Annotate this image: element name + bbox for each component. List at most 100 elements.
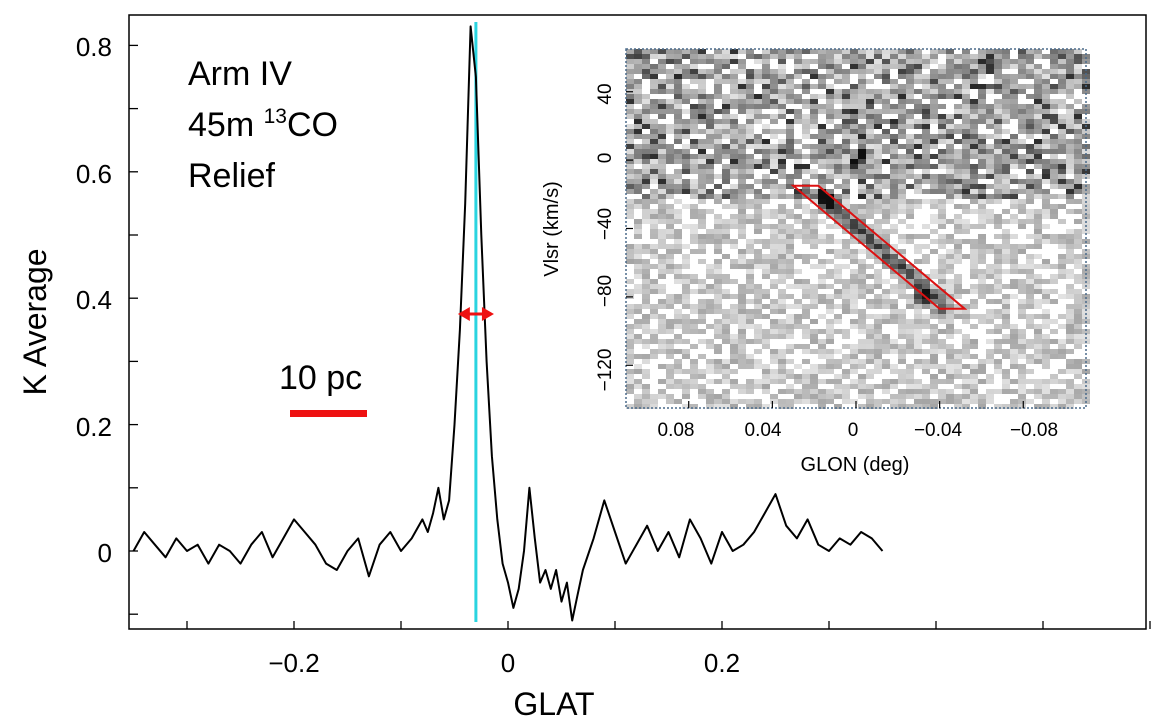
- heatmap-cell: [826, 239, 834, 244]
- heatmap-cell: [986, 134, 994, 139]
- heatmap-cell: [1010, 399, 1018, 404]
- heatmap-cell: [674, 149, 682, 154]
- heatmap-cell: [882, 204, 890, 209]
- heatmap-cell: [866, 389, 874, 394]
- heatmap-cell: [834, 364, 842, 369]
- heatmap-cell: [1018, 304, 1026, 309]
- heatmap-cell: [978, 164, 986, 169]
- heatmap-cell: [898, 134, 906, 139]
- heatmap-cell: [714, 324, 722, 329]
- heatmap-cell: [682, 204, 690, 209]
- heatmap-cell: [786, 229, 794, 234]
- heatmap-cell: [954, 289, 962, 294]
- heatmap-cell: [962, 179, 970, 184]
- heatmap-cell: [842, 209, 850, 214]
- heatmap-cell: [866, 154, 874, 159]
- heatmap-cell: [978, 174, 986, 179]
- heatmap-cell: [778, 169, 786, 174]
- y-tick-label: 0: [98, 538, 112, 568]
- heatmap-cell: [634, 64, 642, 69]
- heatmap-cell: [954, 154, 962, 159]
- heatmap-cell: [690, 159, 698, 164]
- heatmap-cell: [674, 214, 682, 219]
- heatmap-cell: [1058, 49, 1066, 54]
- heatmap-cell: [730, 184, 738, 189]
- heatmap-cell: [954, 149, 962, 154]
- heatmap-cell: [1034, 209, 1042, 214]
- heatmap-cell: [866, 209, 874, 214]
- heatmap-cell: [1082, 369, 1090, 374]
- heatmap-cell: [1074, 189, 1082, 194]
- heatmap-cell: [634, 119, 642, 124]
- heatmap-cell: [778, 184, 786, 189]
- heatmap-cell: [978, 284, 986, 289]
- heatmap-cell: [722, 219, 730, 224]
- heatmap-cell: [714, 144, 722, 149]
- heatmap-cell: [738, 354, 746, 359]
- heatmap-cell: [1034, 349, 1042, 354]
- heatmap-cell: [946, 284, 954, 289]
- heatmap-cell: [802, 394, 810, 399]
- heatmap-cell: [770, 144, 778, 149]
- heatmap-cell: [730, 144, 738, 149]
- heatmap-cell: [1074, 234, 1082, 239]
- heatmap-cell: [906, 369, 914, 374]
- heatmap-cell: [1050, 394, 1058, 399]
- heatmap-cell: [626, 309, 634, 314]
- heatmap-cell: [746, 154, 754, 159]
- heatmap-cell: [1058, 139, 1066, 144]
- heatmap-cell: [690, 214, 698, 219]
- heatmap-cell: [986, 59, 994, 64]
- heatmap-cell: [978, 139, 986, 144]
- heatmap-cell: [954, 309, 962, 314]
- heatmap-cell: [906, 174, 914, 179]
- heatmap-cell: [866, 404, 874, 409]
- heatmap-cell: [994, 194, 1002, 199]
- heatmap-cell: [1018, 349, 1026, 354]
- heatmap-cell: [938, 339, 946, 344]
- heatmap-cell: [754, 404, 762, 409]
- heatmap-cell: [922, 59, 930, 64]
- heatmap-cell: [906, 49, 914, 54]
- heatmap-cell: [1010, 204, 1018, 209]
- heatmap-cell: [810, 364, 818, 369]
- heatmap-cell: [1058, 119, 1066, 124]
- heatmap-cell: [970, 189, 978, 194]
- heatmap-cell: [1050, 374, 1058, 379]
- heatmap-cell: [1074, 179, 1082, 184]
- heatmap-cell: [1042, 54, 1050, 59]
- heatmap-cell: [802, 104, 810, 109]
- heatmap-cell: [706, 169, 714, 174]
- heatmap-cell: [650, 229, 658, 234]
- heatmap-cell: [690, 249, 698, 254]
- heatmap-cell: [962, 364, 970, 369]
- fwhm-arrow-head-left: [457, 307, 470, 321]
- heatmap-cell: [706, 174, 714, 179]
- heatmap-cell: [826, 69, 834, 74]
- heatmap-cell: [850, 289, 858, 294]
- heatmap-cell: [818, 84, 826, 89]
- heatmap-cell: [1082, 189, 1090, 194]
- heatmap-cell: [1042, 294, 1050, 299]
- heatmap-cell: [898, 184, 906, 189]
- heatmap-cell: [1074, 304, 1082, 309]
- heatmap-cell: [706, 74, 714, 79]
- heatmap-cell: [730, 199, 738, 204]
- heatmap-cell: [994, 269, 1002, 274]
- heatmap-cell: [794, 219, 802, 224]
- heatmap-cell: [794, 204, 802, 209]
- heatmap-cell: [1082, 269, 1090, 274]
- heatmap-cell: [698, 129, 706, 134]
- heatmap-cell: [946, 69, 954, 74]
- heatmap-cell: [754, 139, 762, 144]
- heatmap-cell: [1074, 184, 1082, 189]
- heatmap-cell: [850, 344, 858, 349]
- heatmap-cell: [970, 154, 978, 159]
- heatmap-cell: [810, 289, 818, 294]
- heatmap-cell: [882, 364, 890, 369]
- heatmap-cell: [1074, 314, 1082, 319]
- heatmap-cell: [802, 64, 810, 69]
- heatmap-cell: [898, 104, 906, 109]
- heatmap-cell: [834, 109, 842, 114]
- heatmap-cell: [762, 404, 770, 409]
